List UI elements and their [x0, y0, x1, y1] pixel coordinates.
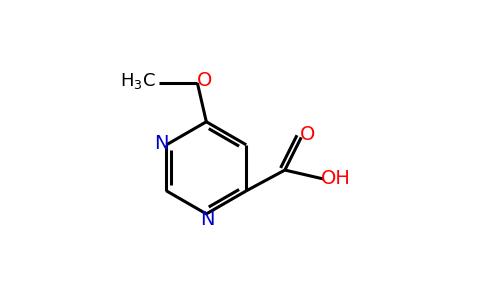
Text: O: O: [300, 125, 316, 145]
Text: N: N: [200, 210, 214, 229]
Text: $\mathregular{H_3C}$: $\mathregular{H_3C}$: [120, 71, 156, 91]
Text: O: O: [197, 71, 212, 90]
Text: N: N: [154, 134, 168, 153]
Text: OH: OH: [321, 169, 351, 188]
